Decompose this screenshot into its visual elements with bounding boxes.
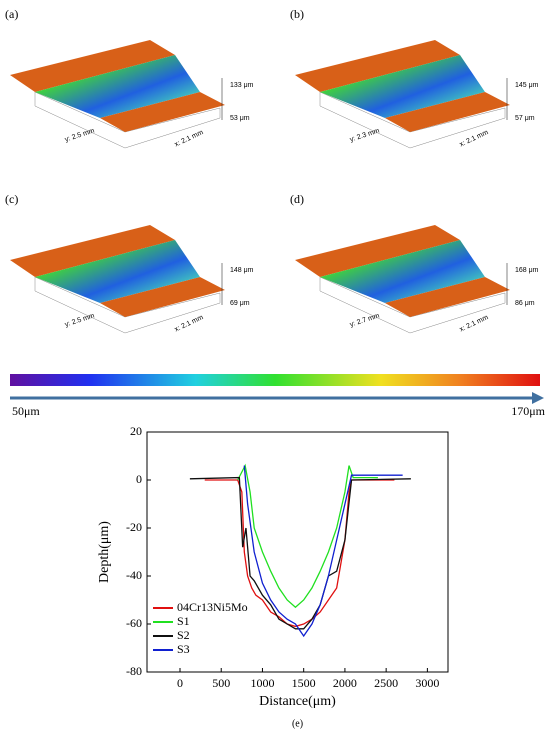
plateau bbox=[295, 225, 460, 277]
y-extent: y: 2.5 mm bbox=[64, 127, 96, 143]
caption: (e) bbox=[292, 718, 303, 729]
x-tick-label: 0 bbox=[177, 676, 183, 690]
z-max: 148 μm bbox=[230, 267, 254, 274]
z-max: 133 μm bbox=[230, 82, 254, 89]
colorbar bbox=[10, 374, 540, 386]
plateau bbox=[385, 277, 510, 317]
x-tick-label: 2000 bbox=[333, 676, 357, 690]
x-tick-label: 2500 bbox=[374, 676, 398, 690]
x-tick-label: 1500 bbox=[292, 676, 316, 690]
y-extent: y: 2.7 mm bbox=[349, 312, 381, 328]
panel-label: (d) bbox=[290, 192, 304, 206]
arrow-head bbox=[532, 392, 544, 404]
z-min: 53 μm bbox=[230, 115, 250, 122]
legend-label: 04Cr13Ni5Mo bbox=[177, 600, 248, 614]
colorbar-min: 50μm bbox=[12, 404, 40, 418]
x-tick-label: 3000 bbox=[415, 676, 439, 690]
panel-label: (b) bbox=[290, 7, 304, 21]
plateau bbox=[100, 277, 225, 317]
y-axis-label: Depth(μm) bbox=[97, 521, 112, 583]
y-tick-label: 0 bbox=[136, 472, 142, 486]
x-extent: x: 2.1 mm bbox=[459, 314, 490, 333]
plateau bbox=[385, 92, 510, 132]
plot-frame bbox=[146, 431, 449, 673]
x-axis-label: Distance(μm) bbox=[259, 694, 336, 709]
trench bbox=[35, 240, 200, 303]
legend-label: S3 bbox=[177, 642, 190, 656]
y-tick-label: -60 bbox=[126, 616, 142, 630]
x-extent: x: 2.1 mm bbox=[174, 314, 205, 333]
panel-label: (a) bbox=[5, 7, 18, 21]
series-line bbox=[189, 476, 411, 630]
z-min: 86 μm bbox=[515, 300, 535, 307]
z-min: 57 μm bbox=[515, 115, 535, 122]
trench bbox=[320, 240, 485, 303]
series-line bbox=[237, 463, 378, 609]
legend-label: S2 bbox=[177, 628, 190, 642]
plateau bbox=[295, 40, 460, 92]
trench bbox=[320, 55, 485, 118]
z-max: 168 μm bbox=[515, 267, 539, 274]
series-line bbox=[243, 465, 403, 638]
x-extent: x: 2.1 mm bbox=[459, 129, 490, 148]
x-extent: x: 2.1 mm bbox=[174, 129, 205, 148]
y-tick-label: -80 bbox=[126, 664, 142, 678]
panel-label: (c) bbox=[5, 192, 18, 206]
y-tick-label: 20 bbox=[130, 424, 142, 438]
z-min: 69 μm bbox=[230, 300, 250, 307]
x-tick-label: 1000 bbox=[250, 676, 274, 690]
y-extent: y: 2.5 mm bbox=[64, 312, 96, 328]
plateau bbox=[10, 225, 175, 277]
colorbar-max: 170μm bbox=[511, 404, 545, 418]
x-tick-label: 500 bbox=[212, 676, 230, 690]
plateau bbox=[10, 40, 175, 92]
y-extent: y: 2.3 mm bbox=[349, 127, 381, 143]
z-max: 145 μm bbox=[515, 82, 539, 89]
y-tick-label: -20 bbox=[126, 520, 142, 534]
legend-label: S1 bbox=[177, 614, 190, 628]
plateau bbox=[100, 92, 225, 132]
y-tick-label: -40 bbox=[126, 568, 142, 582]
trench bbox=[35, 55, 200, 118]
